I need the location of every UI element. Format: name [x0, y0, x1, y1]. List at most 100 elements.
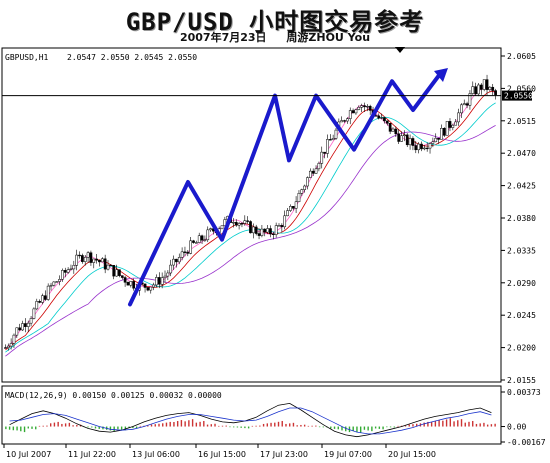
candle-body	[175, 258, 178, 263]
candle	[21, 320, 24, 331]
candle	[12, 333, 16, 348]
candle	[35, 298, 39, 311]
candle-body	[4, 347, 7, 349]
candle	[177, 253, 181, 265]
candle	[83, 255, 87, 266]
candle-body	[420, 143, 423, 150]
candle-body	[385, 120, 389, 124]
candle	[98, 259, 101, 267]
candle-body	[428, 143, 432, 149]
candle-body	[294, 201, 298, 209]
candle-body	[41, 295, 44, 303]
candle	[403, 130, 406, 142]
candle	[109, 264, 113, 267]
candle	[120, 275, 124, 280]
candle-body	[132, 281, 136, 289]
candle-body	[120, 275, 124, 278]
candle	[377, 113, 381, 120]
x-tick-label: 13 Jul 06:00	[132, 450, 180, 459]
candle-body	[24, 323, 27, 327]
candle	[251, 223, 255, 239]
candle	[320, 146, 324, 169]
candle-body	[160, 277, 164, 285]
macd-y-tick-label: -0.00167	[507, 438, 546, 447]
candle-body	[442, 128, 446, 136]
candle-body	[405, 134, 409, 146]
candle-body	[448, 121, 452, 128]
candle-body	[192, 240, 195, 243]
candle-body	[354, 109, 358, 114]
candle	[6, 343, 10, 351]
candle-body	[12, 334, 16, 344]
candle-body	[417, 143, 420, 151]
candle	[437, 137, 440, 144]
candle-body	[286, 210, 289, 217]
candle-body	[81, 255, 84, 262]
candle-body	[351, 110, 355, 114]
candle-body	[465, 103, 469, 106]
candle	[186, 249, 190, 257]
candle-body	[445, 121, 449, 136]
candle	[15, 327, 19, 338]
candle	[89, 250, 93, 266]
candle	[126, 281, 130, 286]
candle-body	[257, 233, 261, 236]
candle-body	[283, 215, 287, 228]
candle-body	[26, 322, 30, 327]
candle-body	[95, 258, 98, 261]
candle	[351, 108, 355, 114]
candle-body	[103, 258, 107, 270]
candle	[58, 275, 61, 286]
candle-body	[391, 128, 395, 132]
candle	[454, 119, 458, 126]
candle-body	[468, 93, 472, 106]
candle	[482, 79, 486, 92]
candle	[206, 226, 210, 243]
chart-axes: 2.0605 2.0560 2.0515 2.0470 2.0425 2.0380 2.03…	[2, 52, 546, 459]
macd-y-tick-label: 0.00	[507, 423, 526, 432]
candle	[465, 101, 469, 109]
candle-body	[274, 225, 278, 235]
candle-body	[243, 220, 247, 224]
candle-body	[328, 139, 332, 141]
candle	[488, 85, 492, 92]
candle	[314, 165, 318, 174]
candle	[200, 234, 204, 244]
candle	[92, 258, 96, 269]
candle-body	[457, 112, 460, 123]
candle-body	[437, 137, 440, 140]
x-tick-label: 16 Jul 15:00	[198, 450, 246, 459]
candle	[357, 105, 361, 111]
macd-panel	[5, 402, 496, 438]
candle-body	[340, 120, 344, 123]
candle	[289, 204, 292, 212]
candle-body	[365, 105, 369, 108]
candle-body	[66, 269, 70, 273]
candle-body	[126, 282, 130, 286]
price-panel-frame	[1, 47, 502, 383]
candle	[326, 134, 329, 158]
candle	[331, 134, 335, 141]
candle	[197, 232, 201, 243]
candle-body	[297, 193, 301, 203]
candle	[81, 253, 84, 264]
candle	[209, 227, 212, 232]
candle-body	[291, 206, 295, 209]
candle	[172, 255, 175, 270]
candle	[428, 142, 432, 154]
candle	[431, 137, 435, 148]
candle	[422, 145, 426, 151]
x-tick-label: 17 Jul 23:00	[260, 450, 308, 459]
candle	[317, 161, 321, 172]
candle	[414, 140, 418, 154]
candle-body	[83, 257, 87, 262]
y-tick-label: 2.0200	[507, 344, 536, 353]
shift-marker-icon	[395, 47, 405, 53]
candle-body	[431, 141, 435, 144]
candle	[152, 282, 155, 291]
candle-body	[246, 220, 250, 222]
candle-body	[363, 105, 366, 108]
candle	[232, 218, 235, 228]
candle-body	[166, 272, 170, 277]
